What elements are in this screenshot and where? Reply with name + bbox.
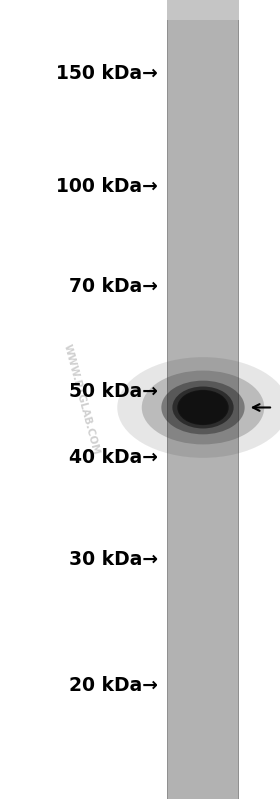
Ellipse shape xyxy=(161,380,245,435)
Ellipse shape xyxy=(172,387,234,428)
Text: 20 kDa→: 20 kDa→ xyxy=(69,676,158,695)
Text: WWW.PTGLAB.COM: WWW.PTGLAB.COM xyxy=(62,343,101,456)
Text: 40 kDa→: 40 kDa→ xyxy=(69,447,158,467)
Ellipse shape xyxy=(179,391,227,424)
Bar xyxy=(238,0,239,799)
Bar xyxy=(167,0,239,799)
Ellipse shape xyxy=(177,390,229,425)
Ellipse shape xyxy=(142,371,264,444)
Text: 30 kDa→: 30 kDa→ xyxy=(69,550,158,569)
Text: 150 kDa→: 150 kDa→ xyxy=(56,64,158,83)
Text: 100 kDa→: 100 kDa→ xyxy=(56,177,158,196)
Text: 50 kDa→: 50 kDa→ xyxy=(69,382,158,401)
Text: 70 kDa→: 70 kDa→ xyxy=(69,276,158,296)
Bar xyxy=(167,0,239,20)
Bar xyxy=(167,0,168,799)
Ellipse shape xyxy=(117,357,280,458)
